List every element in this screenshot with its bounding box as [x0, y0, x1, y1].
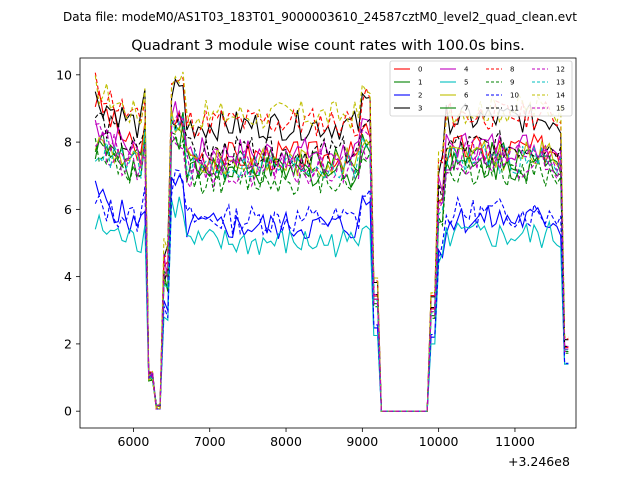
x-axis: 6000 7000 8000 9000 10000 11000: [118, 428, 535, 449]
legend-label-7: 7: [464, 105, 468, 113]
x-tick-label: 8000: [270, 434, 302, 449]
series-line-13: [94, 115, 569, 412]
plot-lines: [94, 71, 569, 412]
y-tick-label: 8: [64, 135, 72, 150]
series-line-5: [94, 196, 569, 412]
legend-label-10: 10: [510, 92, 519, 100]
y-tick-label: 4: [64, 269, 72, 284]
y-tick-label: 10: [56, 67, 72, 82]
legend-label-4: 4: [464, 66, 469, 74]
series-line-11: [94, 112, 569, 412]
legend-label-5: 5: [464, 79, 468, 87]
series-line-9: [94, 131, 569, 412]
series-line-12: [94, 130, 569, 412]
legend-label-15: 15: [556, 105, 565, 113]
legend-label-13: 13: [556, 79, 565, 87]
y-axis: 0 2 4 6 8 10: [56, 67, 80, 419]
series-line-10: [94, 169, 569, 412]
x-tick-label: 11000: [495, 434, 535, 449]
legend-label-8: 8: [510, 66, 514, 74]
x-tick-label: 9000: [346, 434, 378, 449]
legend-label-3: 3: [418, 105, 422, 113]
series-line-4: [94, 101, 569, 412]
y-tick-label: 0: [64, 404, 72, 419]
x-offset-label: +3.246e8: [508, 454, 570, 469]
legend-label-9: 9: [510, 79, 514, 87]
legend-label-6: 6: [464, 92, 469, 100]
x-tick-label: 6000: [118, 434, 150, 449]
axes-frame: [79, 57, 577, 429]
legend-label-2: 2: [418, 92, 422, 100]
y-tick-label: 2: [64, 336, 72, 351]
legend-label-1: 1: [418, 79, 422, 87]
legend-label-11: 11: [510, 105, 519, 113]
x-tick-label: 7000: [194, 434, 226, 449]
series-line-8: [94, 72, 569, 412]
legend-label-12: 12: [556, 66, 565, 74]
y-tick-label: 6: [64, 202, 72, 217]
series-line-15: [95, 109, 569, 412]
legend-label-0: 0: [418, 66, 422, 74]
x-tick-label: 10000: [419, 434, 459, 449]
legend-box: [389, 60, 573, 117]
figure-suptitle: Data file: modeM0/AS1T03_183T01_90000036…: [63, 10, 577, 24]
chart-title: Quadrant 3 module wise count rates with …: [131, 38, 525, 54]
legend-label-14: 14: [556, 92, 565, 100]
